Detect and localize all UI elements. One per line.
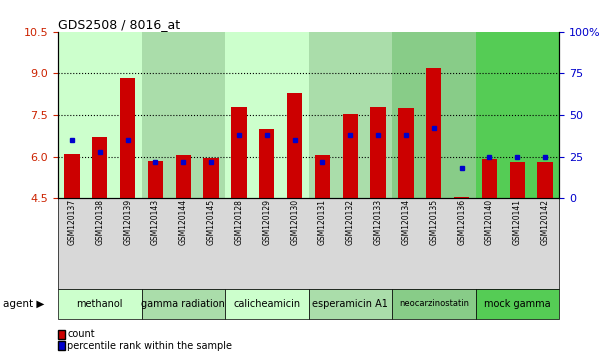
Text: neocarzinostatin: neocarzinostatin [399, 299, 469, 308]
Text: mock gamma: mock gamma [484, 298, 551, 309]
Text: GSM120133: GSM120133 [374, 199, 382, 245]
Bar [148, 161, 163, 198]
Text: GSM120131: GSM120131 [318, 199, 327, 245]
Text: GSM120136: GSM120136 [457, 199, 466, 245]
Text: count: count [67, 329, 95, 339]
Bar [225, 32, 309, 198]
Text: GSM120140: GSM120140 [485, 199, 494, 245]
Bar [370, 107, 386, 198]
Bar [398, 108, 414, 198]
Bar [142, 32, 225, 198]
Bar [175, 155, 191, 198]
Bar [315, 155, 330, 198]
Bar [426, 68, 442, 198]
Text: percentile rank within the sample: percentile rank within the sample [67, 341, 232, 351]
Bar [510, 162, 525, 198]
Bar [287, 93, 302, 198]
Text: GSM120132: GSM120132 [346, 199, 355, 245]
Text: GSM120129: GSM120129 [262, 199, 271, 245]
Bar [454, 197, 469, 198]
Text: GSM120144: GSM120144 [179, 199, 188, 245]
Text: GSM120130: GSM120130 [290, 199, 299, 245]
Text: GSM120145: GSM120145 [207, 199, 216, 245]
Text: GSM120134: GSM120134 [401, 199, 411, 245]
Text: esperamicin A1: esperamicin A1 [312, 298, 388, 309]
Bar [232, 107, 247, 198]
Bar [92, 137, 108, 198]
Text: GSM120135: GSM120135 [430, 199, 438, 245]
Text: GSM120139: GSM120139 [123, 199, 132, 245]
Text: agent ▶: agent ▶ [3, 298, 45, 309]
Text: GDS2508 / 8016_at: GDS2508 / 8016_at [58, 18, 180, 31]
Text: GSM120138: GSM120138 [95, 199, 104, 245]
Bar [482, 159, 497, 198]
Bar [538, 162, 553, 198]
Text: GSM120128: GSM120128 [235, 199, 243, 245]
Text: gamma radiation: gamma radiation [141, 298, 225, 309]
Bar [203, 158, 219, 198]
Text: GSM120141: GSM120141 [513, 199, 522, 245]
Bar [64, 154, 79, 198]
Bar [120, 78, 135, 198]
Text: methanol: methanol [76, 298, 123, 309]
Bar [309, 32, 392, 198]
Text: GSM120137: GSM120137 [67, 199, 76, 245]
Bar [58, 32, 142, 198]
Bar [392, 32, 475, 198]
Text: GSM120142: GSM120142 [541, 199, 550, 245]
Bar [475, 32, 559, 198]
Bar [343, 114, 358, 198]
Text: GSM120143: GSM120143 [151, 199, 160, 245]
Text: calicheamicin: calicheamicin [233, 298, 301, 309]
Bar [259, 129, 274, 198]
